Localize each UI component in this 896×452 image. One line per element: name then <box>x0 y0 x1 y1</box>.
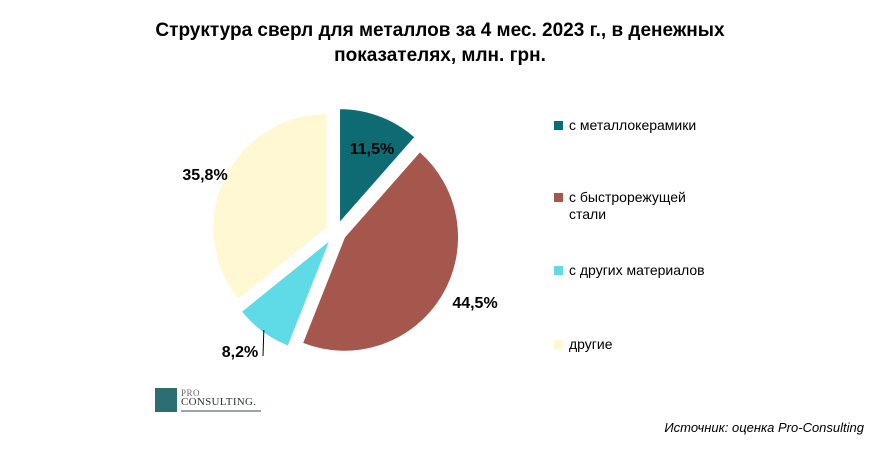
pie-slice-1 <box>339 108 416 224</box>
legend-item-1: с металлокерамики <box>554 117 696 134</box>
logo-underline <box>181 410 261 412</box>
source-note: Источник: оценка Pro-Consulting <box>664 420 864 435</box>
legend-label-line: с металлокерамики <box>569 117 697 133</box>
legend-swatch <box>554 193 563 202</box>
legend-label: с других материалов <box>569 262 705 279</box>
legend-item-4: другие <box>554 336 613 353</box>
legend-swatch <box>554 340 563 349</box>
legend-label-line: с быстрорежущей <box>569 189 686 205</box>
legend-label-line: с других материалов <box>569 262 705 278</box>
chart-title: Структура сверл для металлов за 4 мес. 2… <box>40 18 840 68</box>
logo-top-text: PRO <box>181 388 201 398</box>
pie-slice-2 <box>301 151 460 352</box>
legend-item-2: с быстрорежущей стали <box>554 189 686 223</box>
logo-mark-icon <box>155 388 177 412</box>
data-label-2: 44,5% <box>452 295 497 312</box>
legend-label: с быстрорежущей стали <box>569 189 686 223</box>
legend-label-line: другие <box>569 336 613 352</box>
legend-label: с металлокерамики <box>569 117 696 134</box>
logo-main-text: CONSULTING. <box>181 396 257 408</box>
data-label-4: 35,8% <box>182 167 227 184</box>
legend-swatch <box>554 266 563 275</box>
pie-slice-3 <box>240 238 332 347</box>
data-label-1: 11,5% <box>350 141 394 158</box>
legend-label: другие <box>569 336 613 353</box>
data-label-3: 8,2% <box>222 344 258 361</box>
pie-slice-4 <box>212 113 328 300</box>
chart-title-line-2: показателях, млн. грн. <box>334 45 546 66</box>
legend-swatch <box>554 121 563 130</box>
legend-label-line: стали <box>569 206 607 222</box>
legend-item-3: с других материалов <box>554 262 705 279</box>
pro-consulting-logo: PRO CONSULTING. <box>155 388 265 416</box>
chart-title-line-1: Структура сверл для металлов за 4 мес. 2… <box>155 20 725 41</box>
leader-line <box>262 330 265 357</box>
